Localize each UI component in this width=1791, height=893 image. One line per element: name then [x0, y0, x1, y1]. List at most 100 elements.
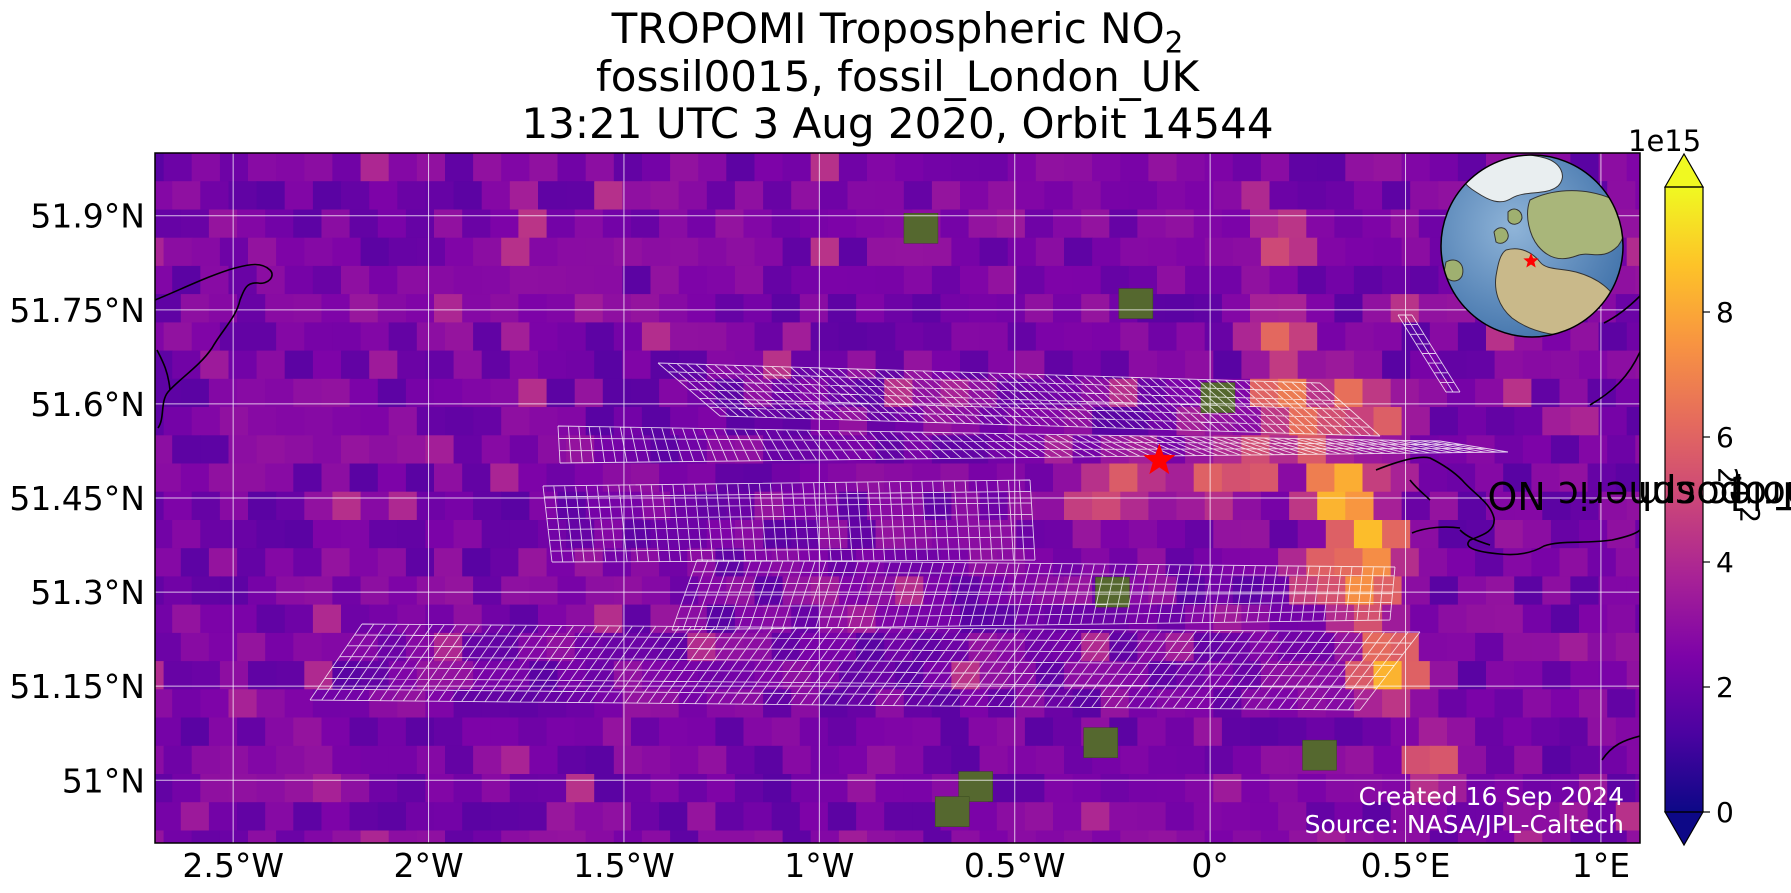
no2-pixel [594, 435, 624, 465]
no2-pixel [1418, 294, 1448, 324]
no2-pixel [1306, 463, 1336, 493]
no2-pixel [312, 350, 342, 380]
no2-pixel [293, 632, 323, 662]
no2-pixel [810, 322, 840, 352]
no2-pixel [248, 491, 277, 521]
no2-pixel [341, 181, 370, 211]
no2-pixel [1635, 689, 1640, 719]
no2-pixel [529, 237, 559, 267]
no2-pixel [912, 294, 942, 324]
no2-pixel [321, 378, 351, 408]
no2-pixel [405, 209, 435, 239]
no2-pixel [1615, 802, 1640, 832]
no2-pixel [1325, 350, 1355, 380]
no2-pixel [613, 491, 643, 521]
no2-pixel [490, 548, 520, 578]
no2-pixel [1185, 604, 1214, 634]
no2-pixel [155, 802, 182, 832]
no2-pixel [996, 209, 1026, 239]
no2-pixel [1494, 774, 1524, 803]
no2-pixel [1213, 689, 1243, 719]
no2-pixel [1064, 830, 1093, 843]
no2-pixel [265, 548, 295, 578]
no2-pixel [434, 717, 463, 747]
no2-pixel [1373, 661, 1403, 691]
no2-pixel [1072, 520, 1102, 549]
no2-pixel [1475, 378, 1504, 408]
no2-pixel [1598, 407, 1628, 436]
no2-pixel [1232, 576, 1262, 606]
no2-pixel [856, 802, 885, 832]
no2-pixel [377, 717, 407, 747]
no2-pixel [248, 745, 277, 775]
no2-pixel [1334, 802, 1364, 832]
no2-pixel [1120, 322, 1150, 352]
no2-pixel [1570, 745, 1600, 775]
no2-pixel [321, 802, 351, 832]
no2-pixel [1550, 350, 1580, 380]
no2-pixel [1466, 689, 1496, 719]
colorbar-frame [1664, 186, 1704, 813]
no2-pixel [1418, 717, 1448, 747]
no2-pixel [594, 265, 624, 295]
no2-pixel [405, 717, 435, 747]
no2-pixel [191, 237, 221, 267]
no2-pixel [1232, 491, 1262, 521]
no2-pixel [284, 774, 314, 803]
no2-pixel [360, 491, 390, 521]
no2-pixel [1382, 350, 1411, 380]
no2-pixel [1382, 265, 1411, 295]
no2-pixel [1232, 830, 1262, 843]
no2-pixel [847, 774, 877, 803]
no2-pixel [518, 717, 548, 747]
no2-pixel [968, 802, 998, 832]
no2-pixel [1016, 181, 1046, 211]
no2-pixel [1092, 237, 1121, 267]
colorbar-tick-label: 8 [1716, 296, 1734, 329]
no2-pixel [1382, 520, 1411, 549]
no2-pixel [1514, 830, 1544, 843]
no2-pixel [1035, 237, 1065, 267]
no2-pixel [1579, 350, 1608, 380]
no2-pixel [445, 491, 474, 521]
no2-pixel [1157, 774, 1186, 803]
no2-pixel [1429, 491, 1459, 521]
no2-pixel [1457, 491, 1487, 521]
no2-pixel [810, 237, 840, 267]
no2-pixel [284, 520, 314, 549]
no2-pixel [1317, 237, 1347, 267]
no2-pixel [1250, 209, 1279, 239]
footprint-swath [542, 479, 1036, 563]
no2-pixel [1522, 604, 1552, 634]
no2-pixel [1626, 407, 1640, 436]
no2-pixel [1587, 548, 1617, 578]
no2-pixel [791, 265, 821, 295]
no2-pixel [1570, 407, 1600, 436]
no2-pixel-layer [155, 153, 1640, 843]
no2-pixel [155, 604, 173, 634]
no2-pixel [1345, 407, 1375, 436]
no2-pixel [1193, 294, 1223, 324]
globe-target-star [1523, 253, 1539, 268]
no2-pixel [1550, 520, 1580, 549]
no2-pixel [1007, 322, 1037, 352]
no2-pixel [1204, 237, 1234, 267]
no2-pixel [416, 661, 446, 691]
no2-pixel [641, 745, 671, 775]
no2-pixel [191, 153, 221, 182]
no2-pixel [631, 548, 660, 578]
no2-pixel [284, 604, 314, 634]
no2-pixel [425, 435, 455, 465]
no2-pixel [979, 661, 1009, 691]
no2-pixel [284, 181, 314, 211]
no2-pixel [875, 265, 905, 295]
no2-pixel [1447, 632, 1476, 662]
no2-pixel [838, 322, 868, 352]
no2-pixel [425, 181, 455, 211]
no2-pixel [405, 548, 435, 578]
no2-pixel [1120, 491, 1150, 521]
no2-pixel [884, 717, 914, 747]
no2-pixel [1297, 265, 1327, 295]
no2-pixel [490, 209, 520, 239]
no2-pixel [276, 322, 305, 352]
